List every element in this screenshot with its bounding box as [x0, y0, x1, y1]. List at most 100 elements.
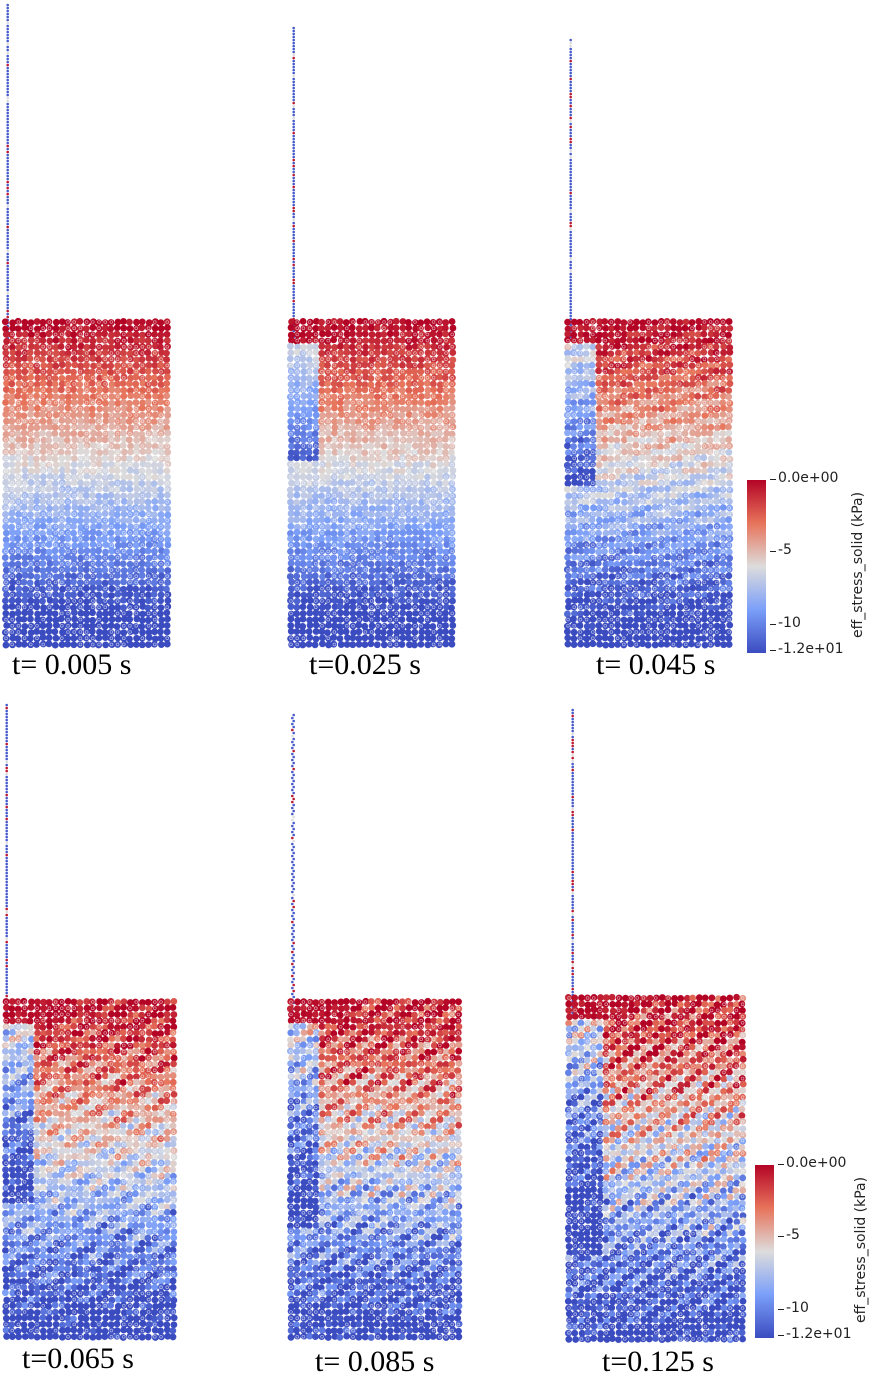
wall-particle [292, 47, 295, 51]
particle-highlight [72, 419, 76, 424]
soil-particle [157, 585, 165, 592]
soil-particle [564, 355, 572, 362]
particle-highlight [159, 444, 163, 448]
soil-particle [127, 523, 135, 531]
particle-highlight [684, 437, 688, 442]
soil-particle [713, 318, 721, 326]
soil-particle [368, 590, 376, 598]
particle-highlight [684, 444, 688, 448]
particle-highlight [444, 524, 448, 529]
particle-highlight [444, 592, 448, 597]
soil-particle [349, 565, 357, 573]
wall-particle [6, 78, 9, 82]
soil-particle [601, 454, 608, 462]
wall-particle [6, 135, 9, 139]
soil-particle [70, 331, 77, 339]
particle-highlight [665, 357, 669, 362]
soil-particle [120, 448, 128, 456]
soil-particle [34, 404, 41, 412]
soil-particle [27, 410, 35, 418]
soil-particle [337, 628, 345, 636]
particle-highlight [413, 394, 417, 399]
soil-particle [589, 317, 597, 325]
particle-highlight [431, 468, 436, 473]
soil-particle [449, 554, 457, 562]
soil-particle [120, 473, 128, 481]
soil-particle [608, 411, 616, 418]
particle-highlight [634, 406, 638, 411]
soil-particle [645, 387, 652, 395]
soil-particle [119, 528, 127, 536]
soil-particle [361, 356, 369, 364]
soil-particle [294, 331, 301, 339]
soil-particle [46, 448, 54, 456]
particle-highlight [677, 338, 682, 343]
soil-particle [331, 572, 338, 580]
soil-particle [619, 336, 627, 344]
particle-highlight [134, 512, 139, 516]
soil-particle [95, 473, 103, 480]
soil-particle [83, 498, 90, 505]
soil-particle [713, 356, 721, 363]
soil-particle [158, 516, 165, 524]
wall-particle [6, 75, 9, 79]
soil-particle [89, 337, 97, 345]
soil-particle [399, 548, 406, 555]
soil-particle [362, 510, 370, 518]
particle-highlight [146, 475, 151, 479]
soil-particle [626, 349, 634, 357]
particle-highlight [634, 388, 638, 393]
soil-particle [145, 429, 153, 437]
soil-particle [324, 591, 332, 599]
particle-highlight [634, 413, 638, 417]
soil-particle [411, 510, 419, 518]
soil-particle [645, 355, 653, 362]
soil-particle [306, 406, 314, 413]
soil-particle [449, 597, 456, 605]
soil-particle [669, 417, 677, 425]
soil-particle [424, 349, 432, 357]
wall-particle [6, 207, 9, 211]
wall-particle [569, 101, 572, 105]
soil-particle [706, 381, 714, 388]
soil-particle [95, 547, 102, 555]
particle-highlight [10, 623, 15, 628]
soil-particle [583, 362, 591, 370]
particle-highlight [344, 462, 349, 467]
soil-particle [157, 498, 165, 505]
soil-particle [398, 374, 406, 381]
soil-particle [448, 461, 456, 468]
soil-particle [336, 387, 344, 394]
soil-particle [361, 579, 369, 587]
soil-particle [157, 331, 165, 339]
particle-highlight [307, 568, 312, 572]
particle-highlight [301, 580, 306, 585]
particle-highlight [59, 332, 64, 337]
wall-particle [292, 287, 295, 291]
particle-highlight [584, 357, 589, 362]
wall-particle [292, 239, 295, 243]
particle-highlight [84, 332, 89, 337]
particle-highlight [376, 555, 380, 560]
particle-highlight [47, 512, 52, 516]
soil-particle [387, 610, 394, 618]
soil-particle [330, 628, 338, 635]
soil-particle [361, 590, 369, 598]
soil-particle [132, 535, 140, 543]
soil-particle [355, 454, 363, 462]
particle-highlight [146, 512, 151, 516]
soil-particle [288, 442, 295, 450]
soil-particle [398, 517, 406, 525]
soil-particle [313, 584, 320, 592]
soil-particle [293, 454, 301, 462]
soil-particle [52, 621, 60, 629]
soil-particle [657, 398, 665, 406]
particle-highlight [438, 599, 442, 603]
particle-highlight [109, 351, 114, 355]
soil-particle [164, 429, 172, 437]
particle-highlight [413, 425, 417, 430]
soil-particle [607, 386, 615, 394]
soil-particle [76, 387, 84, 395]
particle-highlight [344, 326, 349, 331]
particle-highlight [115, 481, 120, 486]
